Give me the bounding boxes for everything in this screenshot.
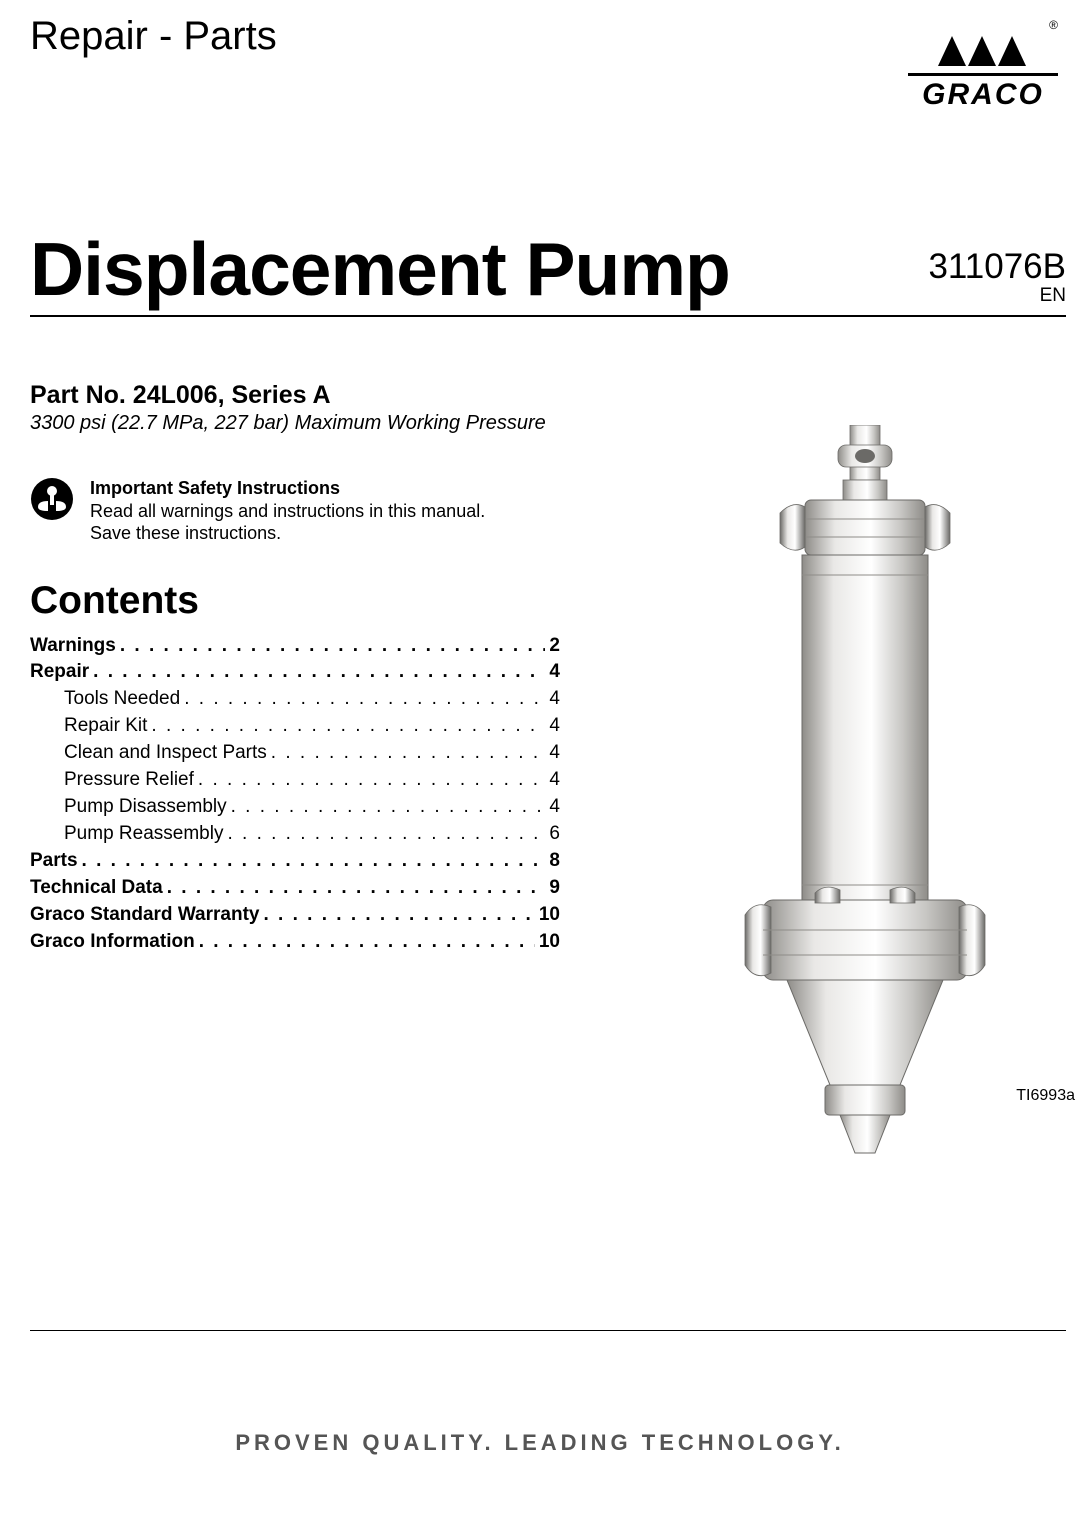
toc-row: Graco Standard Warranty 10 [30, 902, 560, 929]
toc-row: Pump Reassembly 6 [30, 821, 560, 848]
toc-row: Warnings 2 [30, 633, 560, 660]
toc-page: 8 [545, 848, 560, 875]
toc-leader [184, 686, 545, 713]
toc-page: 4 [545, 794, 560, 821]
toc-page: 2 [545, 633, 560, 660]
toc-label: Tools Needed [30, 686, 184, 713]
toc-page: 4 [545, 686, 560, 713]
toc-page: 4 [545, 713, 560, 740]
safety-line-2: Save these instructions. [90, 523, 281, 543]
toc-page: 4 [545, 659, 560, 686]
page: Repair - Parts ® GRACO Displacement Pump… [0, 0, 1080, 1514]
toc-leader [271, 740, 546, 767]
figure-caption: TI6993a [1016, 1087, 1075, 1105]
tagline: PROVEN QUALITY. LEADING TECHNOLOGY. [0, 1430, 1080, 1456]
toc-row: Repair Kit 4 [30, 713, 560, 740]
doc-type: Repair - Parts [30, 14, 277, 59]
part-number: Part No. 24L006, Series A [30, 381, 1066, 410]
toc-row: Technical Data 9 [30, 875, 560, 902]
toc-leader [263, 902, 534, 929]
toc-leader [198, 767, 546, 794]
graco-triangles-icon [908, 28, 1058, 68]
toc-label: Parts [30, 848, 82, 875]
toc-leader [82, 848, 546, 875]
toc-label: Repair Kit [30, 713, 151, 740]
toc-row: Repair 4 [30, 659, 560, 686]
title-row: Displacement Pump 311076B EN [30, 232, 1066, 317]
toc-leader [120, 633, 546, 660]
toc-label: Graco Information [30, 929, 199, 956]
toc-row: Tools Needed 4 [30, 686, 560, 713]
brand-name: GRACO [908, 73, 1058, 112]
document-number: 311076B [928, 248, 1066, 287]
toc-label: Repair [30, 659, 93, 686]
toc-page: 10 [535, 929, 560, 956]
bottom-rule [30, 1330, 1066, 1331]
document-title: Displacement Pump [30, 232, 730, 307]
toc-row: Graco Information 10 [30, 929, 560, 956]
toc-label: Clean and Inspect Parts [30, 740, 271, 767]
toc-page: 9 [545, 875, 560, 902]
toc-leader [227, 821, 545, 848]
header-row: Repair - Parts ® GRACO [30, 18, 1066, 112]
toc-row: Pressure Relief 4 [30, 767, 560, 794]
brand-logo: ® GRACO [908, 18, 1066, 112]
toc-leader [93, 659, 545, 686]
language-code: EN [928, 286, 1066, 307]
toc-label: Pump Disassembly [30, 794, 231, 821]
toc-row: Clean and Inspect Parts 4 [30, 740, 560, 767]
toc-page: 6 [545, 821, 560, 848]
toc-page: 4 [545, 740, 560, 767]
document-number-col: 311076B EN [928, 248, 1066, 307]
table-of-contents: Warnings 2 Repair 4 Tools Needed 4 Repair Kit 4… [30, 633, 560, 957]
toc-leader [231, 794, 546, 821]
toc-page: 4 [545, 767, 560, 794]
manual-icon [30, 477, 74, 521]
product-figure: TI6993a [685, 425, 1045, 1165]
toc-leader [199, 929, 535, 956]
toc-label: Warnings [30, 633, 120, 660]
toc-row: Parts 8 [30, 848, 560, 875]
toc-leader [151, 713, 545, 740]
toc-label: Graco Standard Warranty [30, 902, 263, 929]
toc-label: Pump Reassembly [30, 821, 227, 848]
toc-label: Pressure Relief [30, 767, 198, 794]
toc-leader [167, 875, 546, 902]
safety-text: Important Safety Instructions Read all w… [90, 477, 485, 545]
toc-page: 10 [535, 902, 560, 929]
pump-illustration [685, 425, 1045, 1165]
toc-label: Technical Data [30, 875, 167, 902]
safety-heading: Important Safety Instructions [90, 478, 340, 498]
safety-line-1: Read all warnings and instructions in th… [90, 501, 485, 521]
toc-row: Pump Disassembly 4 [30, 794, 560, 821]
